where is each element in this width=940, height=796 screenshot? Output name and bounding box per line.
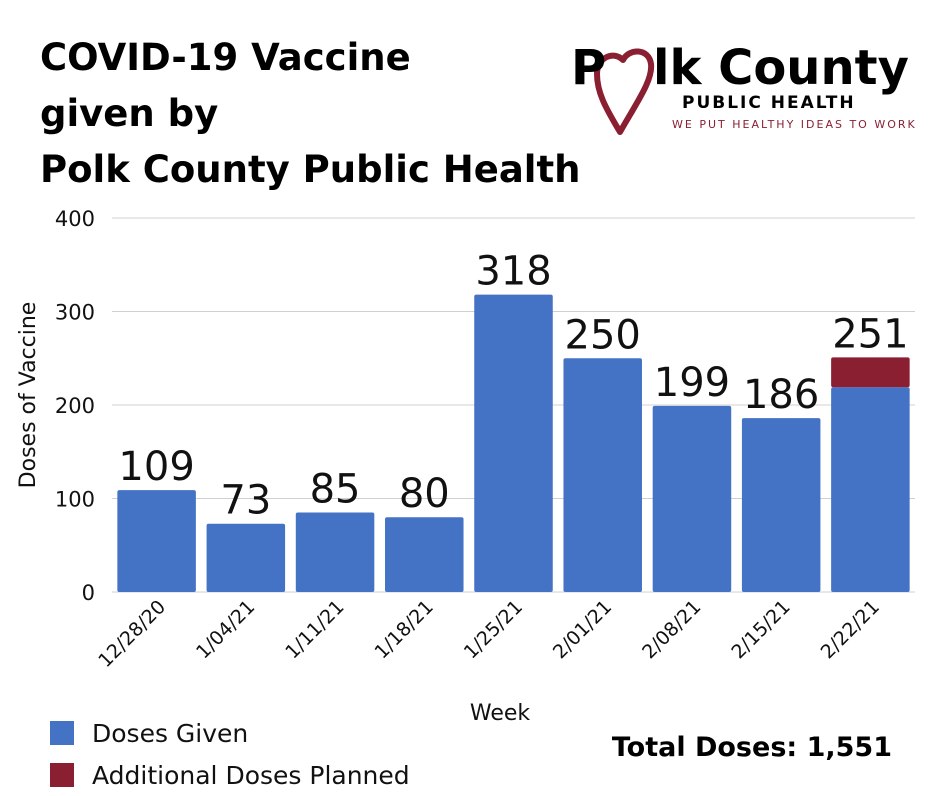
logo-tagline: WE PUT HEALTHY IDEAS TO WORK <box>672 118 917 131</box>
chart-title: COVID-19 Vaccine given by Polk County Pu… <box>40 30 581 198</box>
bar-doses-given <box>741 418 821 592</box>
y-axis-label: Doses of Vaccine <box>16 302 41 489</box>
x-tick-labels: 12/28/20 1/04/21 1/11/21 1/18/21 1/25/21 2/01… <box>94 596 884 672</box>
legend-item-given: Doses Given <box>50 712 410 754</box>
data-label: 186 <box>743 372 819 418</box>
data-label: 199 <box>654 360 730 406</box>
x-tick-label: 1/18/21 <box>370 596 437 663</box>
bar-doses-given <box>563 358 642 592</box>
y-tick-label: 200 <box>55 394 95 418</box>
x-tick-label: 2/22/21 <box>817 596 884 663</box>
polk-county-logo: P lk County PUBLIC HEALTH WE PUT HEALTHY… <box>571 40 917 135</box>
y-tick-label: 0 <box>82 581 95 605</box>
data-label: 250 <box>565 312 641 358</box>
legend-swatch-given <box>50 721 74 745</box>
data-labels: 109 73 85 80 318 250 199 186 251 <box>118 249 908 524</box>
data-label: 85 <box>310 467 361 513</box>
bar-doses-given <box>652 405 732 592</box>
title-line-2: given by <box>40 92 219 135</box>
x-tick-label: 12/28/20 <box>94 596 170 672</box>
y-tick-label: 400 <box>55 207 95 231</box>
data-label: 251 <box>832 311 908 357</box>
logo-subtitle: PUBLIC HEALTH <box>682 93 856 113</box>
legend-swatch-planned <box>50 763 74 787</box>
logo-letter-p: P <box>571 40 606 96</box>
heart-icon <box>594 48 655 135</box>
x-axis-label: Week <box>470 701 531 726</box>
x-tick-label: 2/15/21 <box>727 596 794 663</box>
y-tick-labels: 0 100 200 300 400 <box>55 207 95 605</box>
data-label: 80 <box>399 471 450 517</box>
legend-label-given: Doses Given <box>92 718 249 748</box>
title-line-3: Polk County Public Health <box>40 148 581 191</box>
x-tick-label: 2/01/21 <box>549 596 616 663</box>
bar-doses-given <box>385 517 464 592</box>
data-label: 318 <box>475 249 551 295</box>
bar-chart: 0 100 200 300 400 109 73 85 80 318 250 199 186 251 1… <box>16 207 915 726</box>
logo-name: lk County <box>653 40 909 96</box>
data-label: 73 <box>220 478 271 524</box>
legend: Doses Given Additional Doses Planned <box>50 712 410 796</box>
bar-doses-given <box>831 387 910 592</box>
legend-item-planned: Additional Doses Planned <box>50 754 410 796</box>
y-tick-label: 100 <box>55 488 95 512</box>
bar-doses-given <box>117 490 196 592</box>
bar-doses-given <box>295 512 375 592</box>
y-tick-label: 300 <box>55 301 95 325</box>
legend-label-planned: Additional Doses Planned <box>92 760 410 790</box>
x-tick-label: 1/25/21 <box>460 596 527 663</box>
bar-doses-given <box>206 523 286 592</box>
bar-doses-planned <box>831 357 910 388</box>
x-tick-label: 1/04/21 <box>192 596 259 663</box>
x-tick-label: 2/08/21 <box>638 596 705 663</box>
data-label: 109 <box>118 444 194 490</box>
total-doses: Total Doses: 1,551 <box>611 732 892 763</box>
x-tick-label: 1/11/21 <box>281 596 348 663</box>
bar-doses-given <box>474 294 553 592</box>
title-line-1: COVID-19 Vaccine <box>40 36 411 79</box>
bars <box>117 294 910 592</box>
